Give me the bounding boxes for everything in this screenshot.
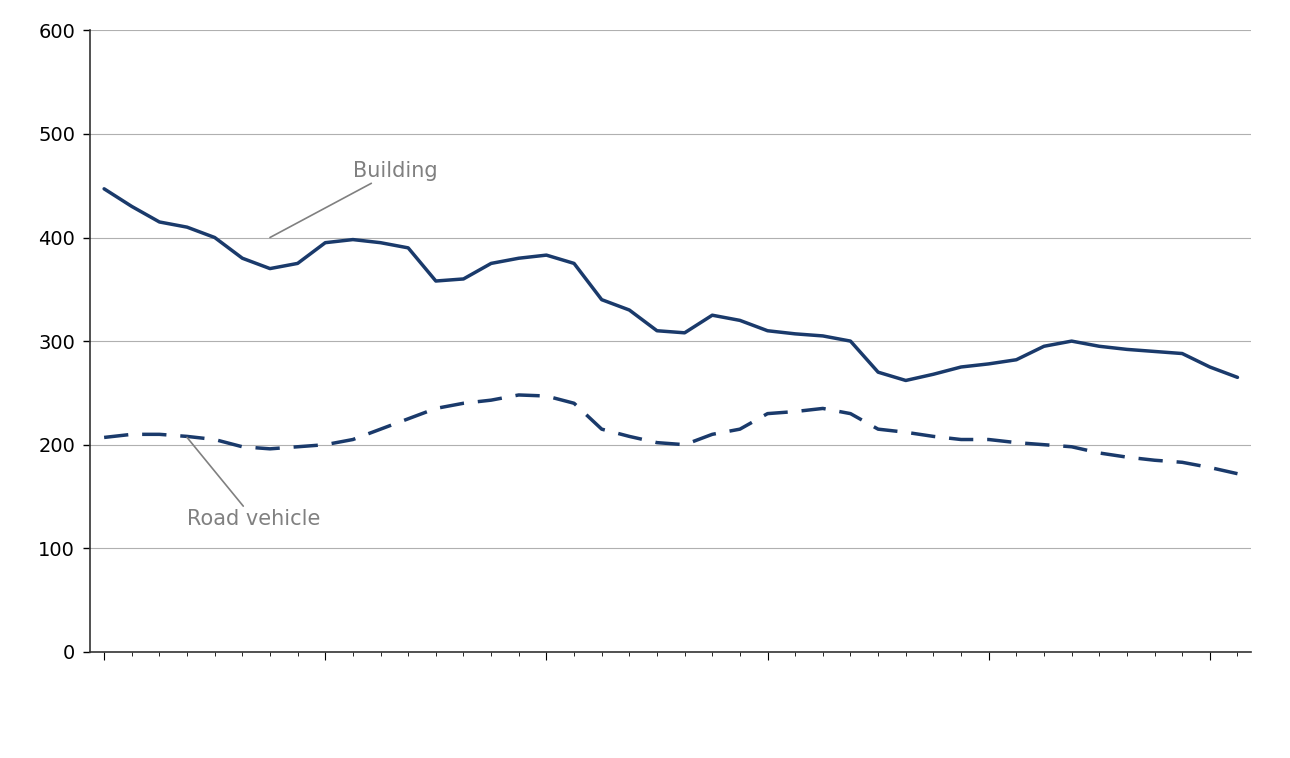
Text: Road vehicle: Road vehicle: [187, 437, 320, 529]
Text: Building: Building: [270, 161, 437, 237]
